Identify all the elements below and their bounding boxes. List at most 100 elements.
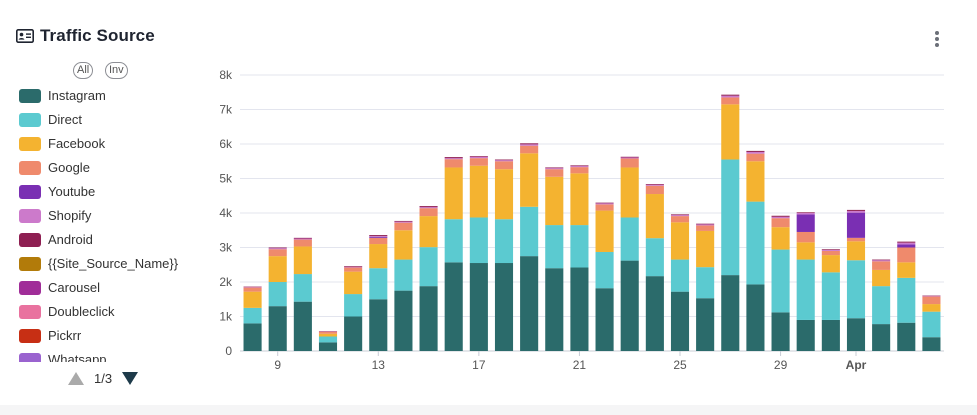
- bar-segment: [545, 176, 564, 226]
- bar-segment: [620, 157, 639, 159]
- bar-segment: [444, 167, 463, 220]
- bar-segment: [419, 247, 438, 287]
- bar-segment: [620, 158, 639, 168]
- bar-segment: [293, 274, 312, 302]
- contact-card-icon: [16, 29, 34, 43]
- bar-segment: [670, 216, 690, 223]
- legend-item[interactable]: Instagram: [18, 86, 208, 110]
- bar-segment: [771, 216, 790, 219]
- legend-page-down-icon[interactable]: [122, 372, 138, 385]
- y-tick-label: 8k: [219, 68, 233, 82]
- bar-segment: [771, 215, 790, 217]
- bar-segment: [520, 206, 539, 257]
- legend-swatch: [19, 209, 41, 223]
- bar-segment: [318, 336, 338, 343]
- bar-segment: [369, 237, 388, 245]
- bar-segment: [494, 159, 514, 161]
- legend-label: Carousel: [48, 280, 101, 295]
- bar-segment: [469, 156, 488, 157]
- bar-segment: [670, 259, 690, 292]
- bar-segment: [545, 225, 564, 269]
- bar-segment: [645, 184, 664, 186]
- bar-segment: [696, 224, 715, 226]
- bar-segment: [821, 255, 840, 273]
- bar-segment: [444, 262, 463, 351]
- bar-segment: [721, 97, 740, 105]
- bar-segment: [394, 221, 413, 223]
- bar-segment: [419, 286, 438, 351]
- bar-segment: [545, 168, 564, 170]
- legend-item[interactable]: Google: [18, 158, 208, 182]
- legend-label: Youtube: [48, 184, 96, 199]
- legend-label: Instagram: [48, 88, 106, 103]
- bar-segment: [796, 213, 815, 215]
- bar-segment: [570, 165, 589, 167]
- bar-segment: [419, 208, 438, 217]
- legend-item[interactable]: Doubleclick: [18, 302, 208, 326]
- legend-page-indicator: 1/3: [94, 371, 113, 386]
- legend-page-up-icon[interactable]: [68, 372, 84, 385]
- bar-segment: [520, 144, 539, 146]
- bar-segment: [922, 295, 941, 297]
- bar-segment: [696, 223, 715, 225]
- bar-segment: [444, 157, 463, 159]
- x-tick-label: 29: [774, 358, 788, 372]
- bar-segment: [846, 212, 866, 238]
- legend-swatch: [19, 257, 41, 271]
- legend-label: Shopify: [48, 208, 92, 223]
- legend-label: Google: [48, 160, 90, 175]
- legend-invert-button[interactable]: Inv: [105, 62, 128, 79]
- bar-segment: [570, 267, 589, 351]
- bar-segment: [494, 219, 514, 264]
- bar-segment: [796, 212, 815, 213]
- bar-segment: [469, 165, 488, 218]
- bar-segment: [545, 167, 564, 169]
- bar-segment: [369, 236, 388, 238]
- x-tick-label: Apr: [846, 358, 867, 372]
- legend-item[interactable]: Shopify: [18, 206, 208, 230]
- bar-segment: [344, 294, 363, 317]
- bar-segment: [922, 296, 941, 305]
- bar-segment: [696, 298, 715, 351]
- bar-segment: [293, 237, 312, 239]
- legend-swatch: [19, 281, 41, 295]
- legend-item[interactable]: Carousel: [18, 278, 208, 302]
- bar-segment: [922, 304, 941, 312]
- bar-segment: [243, 307, 262, 324]
- bar-segment: [846, 210, 866, 213]
- bar-segment: [721, 95, 740, 98]
- legend-label: Facebook: [48, 136, 106, 151]
- legend-swatch: [19, 89, 41, 103]
- bar-segment: [897, 247, 916, 263]
- bar-segment: [872, 324, 891, 351]
- bar-segment: [821, 272, 840, 320]
- y-tick-label: 7k: [219, 103, 233, 117]
- legend-swatch: [19, 305, 41, 319]
- bar-segment: [268, 249, 287, 257]
- legend-item[interactable]: Facebook: [18, 134, 208, 158]
- legend-label: Whatsapp: [48, 352, 107, 362]
- bar-segment: [620, 156, 639, 158]
- x-tick-label: 17: [472, 358, 486, 372]
- legend-label: Direct: [48, 112, 82, 127]
- bar-segment: [796, 214, 815, 232]
- kebab-menu-icon[interactable]: [931, 31, 943, 49]
- bar-segment: [419, 216, 438, 248]
- legend-item[interactable]: {{Site_Source_Name}}: [18, 254, 208, 278]
- bar-segment: [394, 230, 413, 260]
- legend-item[interactable]: Direct: [18, 110, 208, 134]
- legend-label: {{Site_Source_Name}}: [48, 256, 179, 271]
- bar-segment: [318, 331, 338, 334]
- legend-item[interactable]: Pickrr: [18, 326, 208, 350]
- legend-item[interactable]: Youtube: [18, 182, 208, 206]
- bar-segment: [469, 217, 488, 264]
- bar-segment: [796, 319, 815, 351]
- legend-select-all-button[interactable]: All: [73, 62, 94, 79]
- bar-segment: [520, 145, 539, 154]
- bar-segment: [696, 230, 715, 268]
- bar-segment: [670, 291, 690, 351]
- bar-segment: [771, 312, 790, 351]
- legend-item[interactable]: Android: [18, 230, 208, 254]
- legend-item[interactable]: Whatsapp: [18, 350, 208, 362]
- bar-segment: [318, 333, 338, 337]
